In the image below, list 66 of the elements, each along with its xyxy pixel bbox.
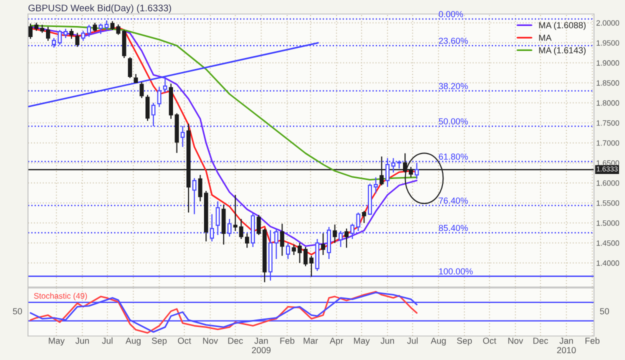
candlestick bbox=[140, 81, 144, 99]
x-tick-label: Jan 2009 bbox=[252, 338, 271, 354]
candlestick bbox=[163, 76, 168, 94]
candlestick bbox=[280, 223, 284, 256]
x-tick-label: Nov bbox=[203, 338, 218, 344]
annotation: 100.00% bbox=[439, 268, 473, 274]
x-tick-label: Sep bbox=[457, 338, 472, 346]
candlestick bbox=[157, 86, 162, 108]
candlestick bbox=[180, 126, 185, 148]
candlestick bbox=[227, 218, 232, 238]
candlestick bbox=[216, 200, 220, 236]
legend-label: MA (1.6143) bbox=[539, 46, 586, 56]
candlestick bbox=[81, 30, 86, 42]
text: 50 bbox=[12, 308, 22, 314]
candlestick bbox=[332, 224, 337, 244]
line-series bbox=[30, 24, 418, 180]
x-tick-label: Jan 2010 bbox=[557, 338, 576, 354]
candlestick bbox=[75, 32, 80, 48]
x-tick-label: Aug bbox=[430, 338, 446, 346]
x-tick-label: Aug bbox=[126, 338, 141, 346]
candlestick bbox=[326, 226, 332, 260]
candlestick bbox=[192, 178, 196, 215]
candlestick bbox=[414, 162, 419, 180]
x-tick-label: May bbox=[354, 338, 370, 346]
candlestick bbox=[145, 94, 150, 122]
x-tick-label: Sep bbox=[152, 338, 167, 346]
x-tick-label: Jul bbox=[407, 337, 418, 344]
legend-label: MA bbox=[539, 34, 552, 41]
x-tick-label: Feb bbox=[586, 337, 600, 344]
candlestick bbox=[321, 232, 326, 256]
text: 50 bbox=[600, 308, 610, 314]
x-tick-label: May bbox=[48, 338, 65, 346]
chart-title: GBPUSD Week Bid(Day) (1.6333) bbox=[28, 4, 172, 14]
x-tick-label: Apr bbox=[330, 338, 344, 346]
candlestick bbox=[151, 102, 156, 127]
candlestick bbox=[69, 28, 74, 40]
candlestick bbox=[28, 23, 33, 40]
x-tick-label: Dec bbox=[533, 338, 548, 344]
x-tick-label: Jul bbox=[102, 337, 112, 344]
annotation: 50.00% bbox=[438, 118, 468, 124]
annotation: 38.20% bbox=[438, 83, 468, 90]
candlestick bbox=[344, 228, 349, 248]
x-tick-label: Jun bbox=[380, 338, 394, 344]
candlestick bbox=[210, 214, 214, 242]
candlestick bbox=[244, 232, 250, 248]
x-tick-label: Dec bbox=[228, 338, 243, 344]
candlestick bbox=[86, 24, 92, 38]
series-label: Stochastic (49) bbox=[34, 292, 87, 300]
x-tick-label: Oct bbox=[483, 338, 496, 344]
candlestick bbox=[385, 158, 390, 188]
candlestick bbox=[286, 242, 290, 260]
x-tick-label: Oct bbox=[178, 338, 192, 344]
annotation: 61.80% bbox=[438, 154, 468, 160]
candlestick bbox=[362, 210, 366, 224]
legend-label: MA (1.6088) bbox=[539, 22, 586, 30]
annotation: 76.40% bbox=[438, 198, 468, 204]
candlestick bbox=[338, 230, 343, 248]
candlestick bbox=[128, 56, 132, 79]
x-tick-label: Jun bbox=[75, 338, 89, 344]
x-tick-label: Feb bbox=[280, 337, 294, 344]
x-tick-label: Nov bbox=[508, 338, 524, 344]
annotation: 0.00% bbox=[438, 11, 463, 18]
annotation: 23.60% bbox=[438, 38, 468, 44]
x-tick-label: Mar bbox=[304, 338, 318, 344]
annotation: 85.40% bbox=[438, 224, 468, 232]
candlestick bbox=[309, 255, 314, 278]
